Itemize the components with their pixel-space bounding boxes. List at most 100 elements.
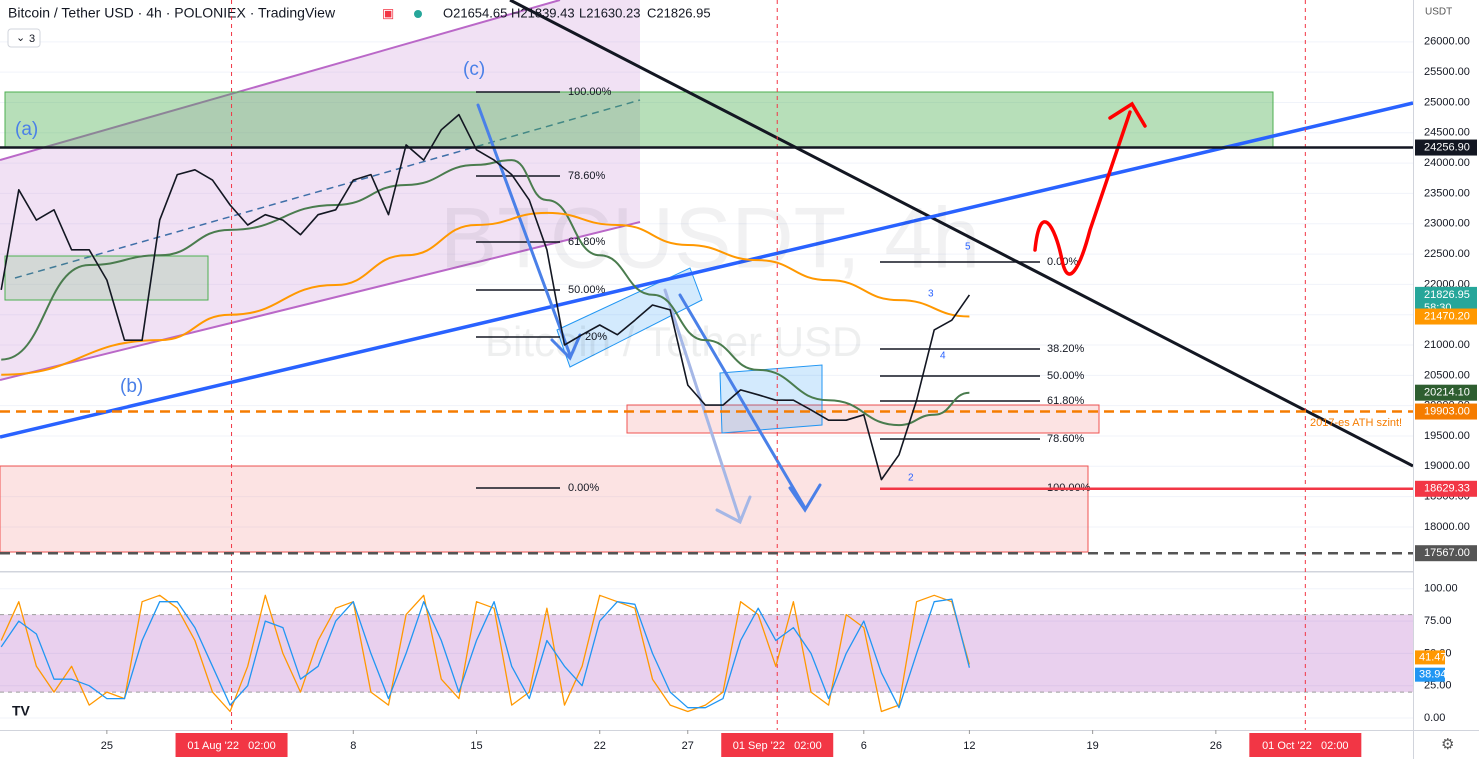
wave-label: (b) bbox=[120, 376, 143, 397]
y-tick-label: 20500.00 bbox=[1424, 369, 1470, 381]
arrows bbox=[476, 101, 1147, 525]
wave-label: 3 bbox=[928, 289, 934, 300]
wave-label: 5 bbox=[965, 242, 971, 253]
fib-label: 20% bbox=[585, 331, 607, 343]
x-tick-label: 25 bbox=[101, 740, 113, 752]
x-tick-label: 22 bbox=[594, 740, 606, 752]
x-tick-label: 01 Aug '22 02:00 bbox=[187, 740, 275, 752]
pane-separator bbox=[0, 571, 1413, 573]
y-tick-label: 19000.00 bbox=[1424, 460, 1470, 472]
price-label-bg bbox=[1415, 545, 1477, 562]
main-pane: 100.00% 78.60% 61.80% 50.00% 20% 0.00% 0… bbox=[0, 0, 1414, 553]
x-tick-label: 01 Oct '22 02:00 bbox=[1262, 740, 1349, 752]
y-tick-label: 22500.00 bbox=[1424, 248, 1470, 260]
oscillator-line bbox=[0, 598, 971, 709]
x-tick-label: 12 bbox=[963, 740, 975, 752]
watermark: BTCUSDT, 4h bbox=[440, 191, 980, 287]
y-tick-label: 23500.00 bbox=[1424, 187, 1470, 199]
fib-label: 61.80% bbox=[1047, 395, 1085, 407]
oscillator-label-bg bbox=[1415, 667, 1445, 682]
status-dot bbox=[414, 10, 422, 18]
indicator-button[interactable] bbox=[7, 28, 41, 48]
y-tick-label: 24500.00 bbox=[1424, 127, 1470, 139]
price-axis-border bbox=[1413, 0, 1414, 759]
x-tick-label: 27 bbox=[682, 740, 694, 752]
x-tick-label: 01 Sep '22 02:00 bbox=[733, 740, 822, 752]
price-label-bg bbox=[1415, 403, 1477, 420]
time-axis-border bbox=[0, 730, 1479, 731]
oscillator-band bbox=[0, 614, 1413, 693]
wave-label: 2 bbox=[908, 473, 914, 484]
fib-label: 100.00% bbox=[568, 86, 612, 98]
y-tick-label: 25.00 bbox=[1424, 680, 1452, 692]
indicator-count: 3 bbox=[29, 33, 35, 45]
fib-label: 0.00% bbox=[568, 482, 599, 494]
y-tick-label: 25000.00 bbox=[1424, 96, 1470, 108]
price-label: 18629.33 bbox=[1424, 483, 1470, 495]
ohlc: O21654.65 bbox=[443, 5, 507, 20]
price-label-bg bbox=[1415, 384, 1477, 401]
price-line bbox=[0, 113, 971, 481]
trend-line bbox=[509, 0, 1414, 468]
annotation: 2017-es ATH szint! bbox=[1310, 417, 1402, 429]
wave-label: (a) bbox=[15, 119, 38, 140]
settings-icon[interactable]: ⚙ bbox=[1441, 736, 1454, 753]
price-label: 20214.10 bbox=[1424, 387, 1470, 399]
moving-average bbox=[1, 211, 970, 376]
y-tick-label: 100.00 bbox=[1424, 583, 1458, 595]
y-tick-label: 18000.00 bbox=[1424, 521, 1470, 533]
x-tick-label: 26 bbox=[1210, 740, 1222, 752]
price-label: 17567.00 bbox=[1424, 547, 1470, 559]
oscillator-label-bg bbox=[1415, 650, 1445, 665]
x-tick-label: 19 bbox=[1086, 740, 1098, 752]
demand-zone bbox=[0, 465, 1089, 553]
oscillator-label: 41.47 bbox=[1419, 651, 1447, 663]
y-tick-label: 21000.00 bbox=[1424, 339, 1470, 351]
ath-zone bbox=[626, 404, 1100, 434]
price-label-bg bbox=[1415, 480, 1477, 497]
oscillator-label: 38.94 bbox=[1419, 669, 1447, 681]
ohlc: C21826.95 bbox=[647, 5, 711, 20]
y-tick-label: 75.00 bbox=[1424, 615, 1452, 627]
wave-label: (c) bbox=[463, 59, 485, 80]
y-tick-label: 23000.00 bbox=[1424, 218, 1470, 230]
fib-label: 38.20% bbox=[1047, 343, 1085, 355]
x-tick-label: 15 bbox=[470, 740, 482, 752]
price-label: 21826.95 bbox=[1424, 289, 1470, 301]
fib-label: 50.00% bbox=[568, 284, 606, 296]
x-tick-label: 8 bbox=[350, 740, 356, 752]
x-tick-highlight bbox=[721, 733, 834, 757]
fib-label: 61.80% bbox=[568, 236, 606, 248]
channel-middle bbox=[14, 99, 641, 279]
chart-title: Bitcoin / Tether USD · 4h · POLONIEX · T… bbox=[8, 5, 336, 21]
channel-upper bbox=[0, 0, 561, 161]
indicator-button-label: ⌄ bbox=[16, 32, 25, 44]
y-tick-label: 25500.00 bbox=[1424, 66, 1470, 78]
fib-label: 50.00% bbox=[1047, 370, 1085, 382]
currency-label: USDT bbox=[1425, 7, 1452, 18]
y-tick-label: 19500.00 bbox=[1424, 430, 1470, 442]
ohlc: H21839.43 bbox=[511, 5, 575, 20]
fib-label: 78.60% bbox=[568, 170, 606, 182]
price-label: 24256.90 bbox=[1424, 141, 1470, 153]
y-tick-label: 0.00 bbox=[1424, 712, 1445, 724]
fib-label: 78.60% bbox=[1047, 433, 1085, 445]
x-tick-label: 6 bbox=[861, 740, 867, 752]
price-label: 21470.20 bbox=[1424, 310, 1470, 322]
ohlc: L21630.23 bbox=[579, 5, 640, 20]
alert-icon: ▣ bbox=[382, 5, 394, 20]
moving-average bbox=[1, 159, 970, 427]
x-tick-highlight bbox=[175, 733, 288, 757]
price-label: 19903.00 bbox=[1424, 405, 1470, 417]
price-label-bg bbox=[1415, 139, 1477, 156]
y-tick-label: 24000.00 bbox=[1424, 157, 1470, 169]
channel-fill bbox=[0, 0, 640, 380]
logo: TV bbox=[12, 703, 31, 719]
fib-lines bbox=[476, 91, 1040, 489]
x-tick-highlight bbox=[1249, 733, 1362, 757]
wave-label: 4 bbox=[940, 351, 946, 362]
channel-lower bbox=[0, 221, 641, 381]
resistance-zone bbox=[4, 91, 1274, 149]
price-label-bg bbox=[1415, 308, 1477, 325]
